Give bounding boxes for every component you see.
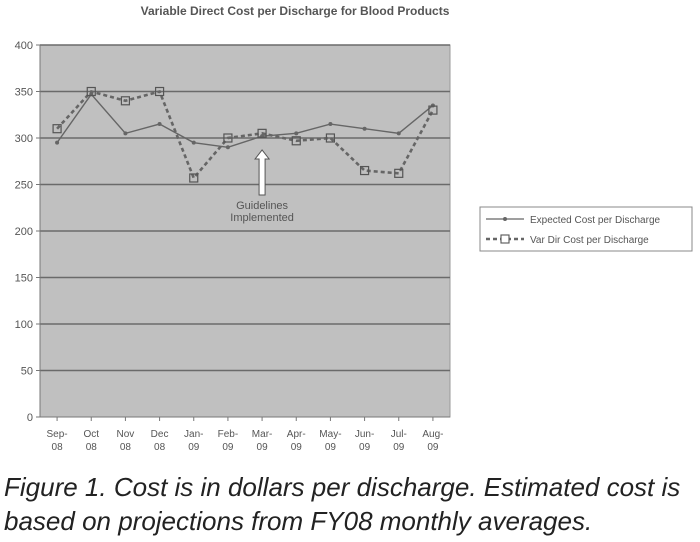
data-point-series-1	[362, 126, 367, 131]
x-tick-label: Mar-09	[252, 429, 273, 453]
annotation-layer: Guidelines Implemented	[230, 149, 294, 224]
data-point-series-1	[294, 131, 299, 136]
y-tick-label: 400	[15, 40, 33, 52]
x-tick-label: Sep-08	[47, 429, 68, 453]
series-line-2	[56, 89, 435, 181]
data-point-series-2	[154, 86, 165, 97]
legend-label-2: Var Dir Cost per Discharge	[530, 235, 649, 246]
data-point-series-2	[428, 105, 438, 115]
data-point-series-2	[120, 96, 131, 106]
data-point-series-1	[191, 140, 196, 145]
data-point-series-2	[325, 133, 336, 143]
data-point-series-1	[396, 131, 401, 136]
legend-label-1: Expected Cost per Discharge	[530, 215, 661, 226]
y-tick-label: 350	[15, 87, 33, 99]
y-tick-label: 300	[15, 133, 33, 145]
gridlines	[40, 44, 450, 372]
data-point-series-1	[123, 131, 128, 136]
x-tick-label: Dec 08	[151, 429, 169, 453]
legend: Expected Cost per Discharge Var Dir Cost …	[479, 206, 693, 252]
chart-title: Variable Direct Cost per Discharge for B…	[141, 4, 450, 18]
y-tick-label: 200	[15, 226, 33, 238]
x-tick-label: Jun-09	[355, 429, 374, 453]
annotation-label: Guidelines Implemented	[230, 200, 294, 224]
x-tick-label: Apr-09	[287, 429, 306, 453]
figure-caption: Figure 1. Cost is in dollars per dischar…	[4, 472, 681, 536]
x-tick-label: Jan-09	[184, 429, 203, 453]
data-point-series-2	[394, 168, 404, 178]
data-point-series-1	[430, 103, 435, 108]
y-tick-label: 150	[15, 273, 33, 285]
data-point-series-1	[328, 122, 333, 127]
data-point-series-2	[291, 136, 301, 146]
data-point-series-1	[225, 145, 230, 150]
legend-box	[479, 206, 693, 252]
x-tick-label: Nov 08	[117, 429, 135, 453]
y-tick-label: 0	[27, 412, 33, 424]
line-chart: Variable Direct Cost per Discharge for B…	[15, 4, 693, 453]
x-tick-label: May-09	[319, 429, 341, 453]
data-point-series-2	[257, 128, 267, 138]
data-point-series-2	[86, 86, 96, 97]
y-axis: 0 50 100 150 200 250 300 350 400	[15, 40, 41, 424]
legend-marker-2	[500, 234, 510, 244]
data-point-series-2	[223, 133, 233, 143]
data-point-series-2	[359, 165, 370, 176]
legend-marker-1	[503, 217, 507, 221]
data-point-series-2	[52, 124, 62, 134]
y-tick-label: 50	[21, 366, 33, 378]
x-tick-label: Feb-09	[218, 429, 239, 453]
y-tick-label: 250	[15, 180, 33, 192]
series-line-1	[56, 93, 434, 149]
data-point-series-2	[189, 173, 199, 183]
annotation-arrow	[254, 149, 271, 196]
x-axis: Sep-08 Oct 08 Nov 08 Dec 08 Jan-09 Feb-09 Mar-09 A…	[40, 416, 450, 453]
x-tick-label: Jul-09	[391, 429, 407, 453]
y-tick-label: 100	[15, 319, 33, 331]
data-point-series-1	[157, 122, 162, 127]
x-tick-label: Oct 08	[83, 429, 99, 453]
data-point-series-1	[55, 140, 60, 145]
series-layer	[52, 86, 438, 183]
x-tick-label: Aug-09	[422, 429, 443, 453]
